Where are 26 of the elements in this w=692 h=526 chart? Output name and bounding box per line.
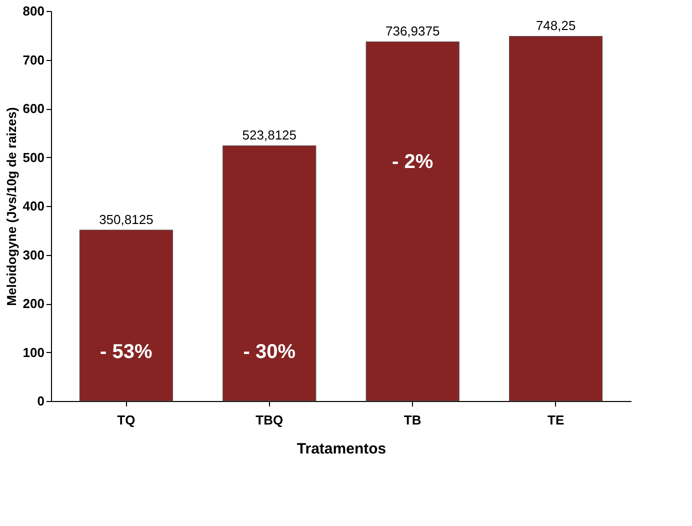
x-axis-title: Tratamentos [296, 440, 386, 458]
data-label: 736,9375 [385, 24, 440, 39]
x-tick-label: TQ [117, 412, 136, 428]
x-tick-label: TB [404, 412, 422, 428]
y-axis-title: Meloidogyne (Jvs/10g de raizes) [4, 107, 19, 306]
y-tick-label: 500 [22, 150, 44, 165]
y-tick-label: 800 [22, 4, 44, 18]
annotation: - 53% [100, 341, 153, 363]
y-tick-label: 0 [37, 394, 44, 408]
y-tick-label: 100 [22, 344, 44, 360]
annotation: - 2% [392, 151, 434, 173]
bar [222, 145, 316, 402]
bar [509, 36, 603, 402]
data-label: 350,8125 [99, 212, 154, 227]
bar [79, 230, 173, 402]
annotation: - 30% [243, 341, 296, 363]
y-tick-label: 300 [22, 247, 44, 262]
x-tick-label: TBQ [256, 412, 284, 428]
data-label: 748,25 [536, 18, 576, 34]
x-tick-label: TE [548, 412, 564, 428]
y-tick-label: 400 [22, 198, 44, 214]
y-tick-label: 600 [22, 101, 44, 116]
data-label: 523,8125 [242, 128, 297, 143]
bar [366, 41, 460, 402]
y-tick-label: 200 [22, 296, 44, 311]
y-tick-label: 700 [22, 52, 44, 68]
